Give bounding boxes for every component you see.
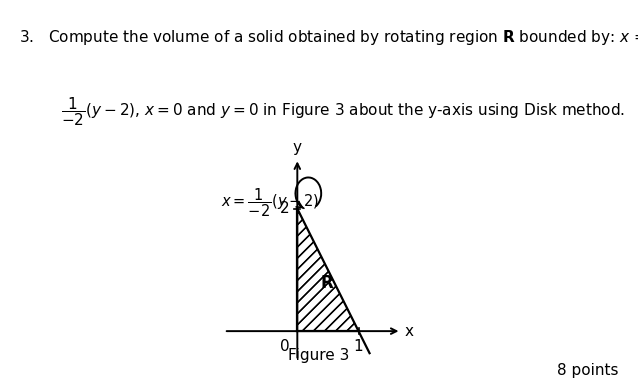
Text: Figure 3: Figure 3 (288, 348, 350, 363)
Text: 8 points: 8 points (558, 363, 619, 378)
Text: $\dfrac{1}{-2}(y-2)$, $x=0$ and $y=0$ in Figure 3 about the y-axis using Disk me: $\dfrac{1}{-2}(y-2)$, $x=0$ and $y=0$ in… (61, 95, 625, 128)
Text: y: y (293, 140, 302, 155)
Text: $x = \dfrac{1}{-2}(y-2)$: $x = \dfrac{1}{-2}(y-2)$ (221, 186, 319, 219)
Text: 2: 2 (280, 201, 290, 216)
Text: x: x (404, 324, 413, 339)
Text: 3.   Compute the volume of a solid obtained by rotating region $\mathbf{R}$ boun: 3. Compute the volume of a solid obtaine… (19, 28, 638, 46)
Text: 0: 0 (280, 339, 290, 354)
Text: R: R (320, 275, 333, 292)
Polygon shape (297, 209, 359, 331)
Text: 1: 1 (353, 339, 364, 354)
